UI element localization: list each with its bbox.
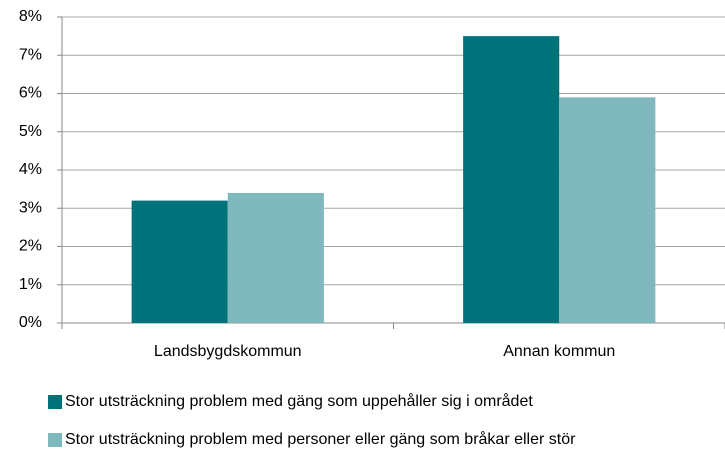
legend-label: Stor utsträckning problem med personer e… xyxy=(65,430,576,448)
bar xyxy=(559,97,656,323)
y-tick-label: 1% xyxy=(19,276,42,293)
legend-swatch xyxy=(48,433,62,447)
bar xyxy=(131,200,228,323)
y-tick-label: 8% xyxy=(19,8,42,25)
legend-swatch xyxy=(48,395,62,409)
x-tick-label: Landsbygdskommun xyxy=(154,343,302,360)
y-tick-label: 2% xyxy=(19,238,42,255)
bar xyxy=(227,192,324,323)
y-tick-label: 0% xyxy=(19,314,42,331)
y-tick-label: 4% xyxy=(19,161,42,178)
y-tick-label: 6% xyxy=(19,85,42,102)
y-tick-label: 3% xyxy=(19,199,42,216)
y-tick-label: 5% xyxy=(19,123,42,140)
y-tick-label: 7% xyxy=(19,46,42,63)
bar xyxy=(463,36,560,323)
x-tick-label: Annan kommun xyxy=(503,343,615,360)
legend-label: Stor utsträckning problem med gäng som u… xyxy=(65,392,533,410)
